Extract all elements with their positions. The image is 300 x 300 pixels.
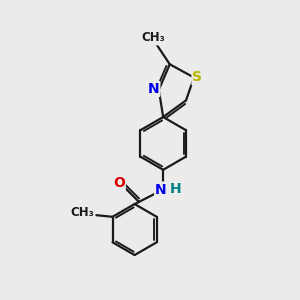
- Text: N: N: [155, 183, 167, 196]
- Text: H: H: [170, 182, 181, 196]
- Text: O: O: [113, 176, 125, 190]
- Text: CH₃: CH₃: [71, 206, 94, 219]
- Text: N: N: [148, 82, 159, 96]
- Text: S: S: [193, 70, 202, 85]
- Text: CH₃: CH₃: [142, 32, 165, 44]
